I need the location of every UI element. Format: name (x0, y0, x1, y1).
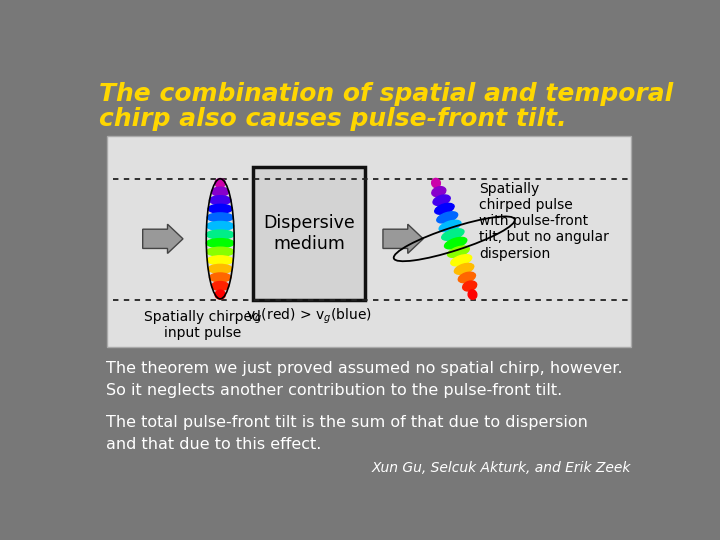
FancyArrow shape (383, 224, 423, 253)
Ellipse shape (448, 246, 469, 258)
Ellipse shape (215, 179, 225, 187)
Ellipse shape (208, 265, 233, 273)
Ellipse shape (207, 230, 234, 239)
Ellipse shape (437, 212, 458, 223)
Ellipse shape (207, 239, 234, 248)
Ellipse shape (468, 290, 477, 299)
Ellipse shape (463, 281, 477, 291)
Ellipse shape (433, 195, 450, 205)
Ellipse shape (215, 290, 225, 299)
Text: Spatially chirped
input pulse: Spatially chirped input pulse (144, 309, 261, 340)
Ellipse shape (432, 178, 441, 188)
Ellipse shape (207, 247, 234, 256)
Ellipse shape (459, 272, 475, 282)
Text: Dispersive
medium: Dispersive medium (263, 214, 355, 253)
Ellipse shape (207, 221, 234, 231)
Text: chirp also causes pulse-front tilt.: chirp also causes pulse-front tilt. (99, 107, 567, 131)
Text: Spatially
chirped pulse
with pulse-front
tilt, but no angular
dispersion: Spatially chirped pulse with pulse-front… (479, 182, 609, 261)
Ellipse shape (208, 204, 233, 213)
Bar (253, 167, 365, 300)
Ellipse shape (212, 187, 229, 196)
Text: Xun Gu, Selcuk Akturk, and Erik Zeek: Xun Gu, Selcuk Akturk, and Erik Zeek (372, 461, 631, 475)
Ellipse shape (210, 195, 231, 205)
Bar (107, 136, 631, 347)
Ellipse shape (210, 273, 231, 282)
Ellipse shape (212, 281, 229, 291)
Ellipse shape (207, 256, 233, 265)
Ellipse shape (444, 238, 467, 249)
Ellipse shape (439, 220, 461, 232)
Text: The combination of spatial and temporal: The combination of spatial and temporal (99, 82, 673, 106)
Ellipse shape (432, 187, 446, 197)
Text: The total pulse-front tilt is the sum of that due to dispersion
and that due to : The total pulse-front tilt is the sum of… (106, 415, 588, 452)
Text: The theorem we just proved assumed no spatial chirp, however.
So it neglects ano: The theorem we just proved assumed no sp… (106, 361, 622, 398)
Ellipse shape (454, 264, 474, 274)
Ellipse shape (207, 213, 233, 222)
Ellipse shape (451, 255, 472, 266)
Text: v$_g$(red) > v$_g$(blue): v$_g$(red) > v$_g$(blue) (246, 307, 372, 326)
Ellipse shape (435, 204, 454, 214)
Ellipse shape (442, 229, 464, 240)
FancyArrow shape (143, 224, 183, 253)
